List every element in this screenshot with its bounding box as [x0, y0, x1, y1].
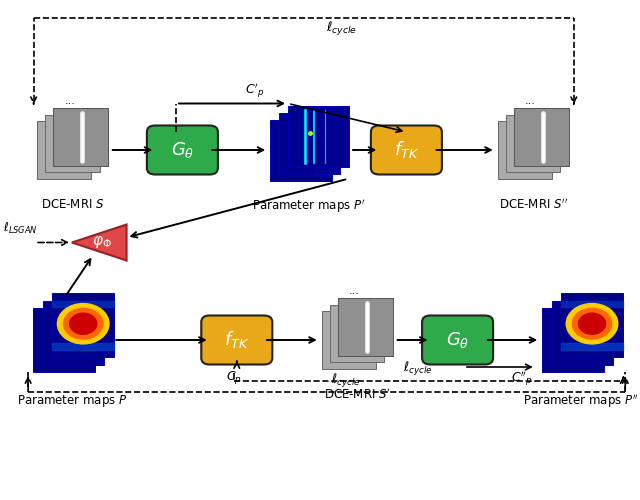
Text: DCE-MRI $S''$: DCE-MRI $S''$	[499, 198, 568, 212]
Text: Parameter maps $P'$: Parameter maps $P'$	[252, 198, 366, 216]
Text: $f_{TK}$: $f_{TK}$	[394, 140, 419, 160]
FancyBboxPatch shape	[515, 108, 569, 166]
FancyBboxPatch shape	[330, 304, 385, 362]
Text: Parameter maps $P$: Parameter maps $P$	[17, 393, 127, 409]
Text: $\ell_{LSGAN}$: $\ell_{LSGAN}$	[3, 222, 38, 236]
Text: $f_{TK}$: $f_{TK}$	[224, 330, 250, 350]
FancyBboxPatch shape	[561, 293, 623, 357]
Text: $\ell_{cycle}$: $\ell_{cycle}$	[326, 20, 358, 38]
FancyBboxPatch shape	[371, 126, 442, 174]
Polygon shape	[72, 224, 127, 260]
Circle shape	[58, 304, 109, 344]
FancyBboxPatch shape	[270, 120, 332, 180]
FancyBboxPatch shape	[542, 308, 604, 372]
Text: ...: ...	[65, 96, 75, 106]
FancyBboxPatch shape	[201, 316, 273, 364]
FancyBboxPatch shape	[288, 106, 349, 166]
Text: DCE-MRI $S'$: DCE-MRI $S'$	[324, 388, 390, 402]
Text: $C_p$: $C_p$	[226, 370, 241, 386]
FancyBboxPatch shape	[54, 108, 108, 166]
FancyBboxPatch shape	[506, 115, 561, 172]
Circle shape	[70, 313, 97, 334]
Text: Parameter maps $P''$: Parameter maps $P''$	[524, 393, 639, 410]
FancyBboxPatch shape	[147, 126, 218, 174]
FancyBboxPatch shape	[339, 298, 393, 356]
FancyBboxPatch shape	[339, 298, 393, 356]
Text: $\varphi_{\Phi}$: $\varphi_{\Phi}$	[92, 234, 112, 250]
FancyBboxPatch shape	[52, 293, 114, 357]
Text: $\ell_{cycle}$: $\ell_{cycle}$	[403, 360, 433, 378]
Circle shape	[579, 313, 605, 334]
FancyBboxPatch shape	[54, 108, 108, 166]
Text: DCE-MRI $S$: DCE-MRI $S$	[40, 198, 104, 211]
FancyBboxPatch shape	[33, 308, 95, 372]
FancyBboxPatch shape	[279, 112, 340, 174]
FancyBboxPatch shape	[515, 108, 569, 166]
Text: ...: ...	[525, 96, 536, 106]
Text: $\ell_{cycle}$: $\ell_{cycle}$	[331, 372, 361, 390]
FancyBboxPatch shape	[45, 115, 100, 172]
FancyBboxPatch shape	[37, 121, 92, 179]
Text: $C''_p$: $C''_p$	[511, 370, 532, 388]
FancyBboxPatch shape	[422, 316, 493, 364]
FancyBboxPatch shape	[43, 300, 104, 364]
FancyBboxPatch shape	[552, 300, 613, 364]
FancyBboxPatch shape	[322, 311, 376, 369]
Text: $G_{\theta}$: $G_{\theta}$	[171, 140, 194, 160]
Circle shape	[63, 308, 103, 339]
Circle shape	[566, 304, 618, 344]
Text: ...: ...	[349, 286, 360, 296]
Circle shape	[572, 308, 612, 339]
Text: $C'_p$: $C'_p$	[244, 81, 264, 100]
Text: $G_{\theta}$: $G_{\theta}$	[446, 330, 469, 350]
FancyBboxPatch shape	[498, 121, 552, 179]
